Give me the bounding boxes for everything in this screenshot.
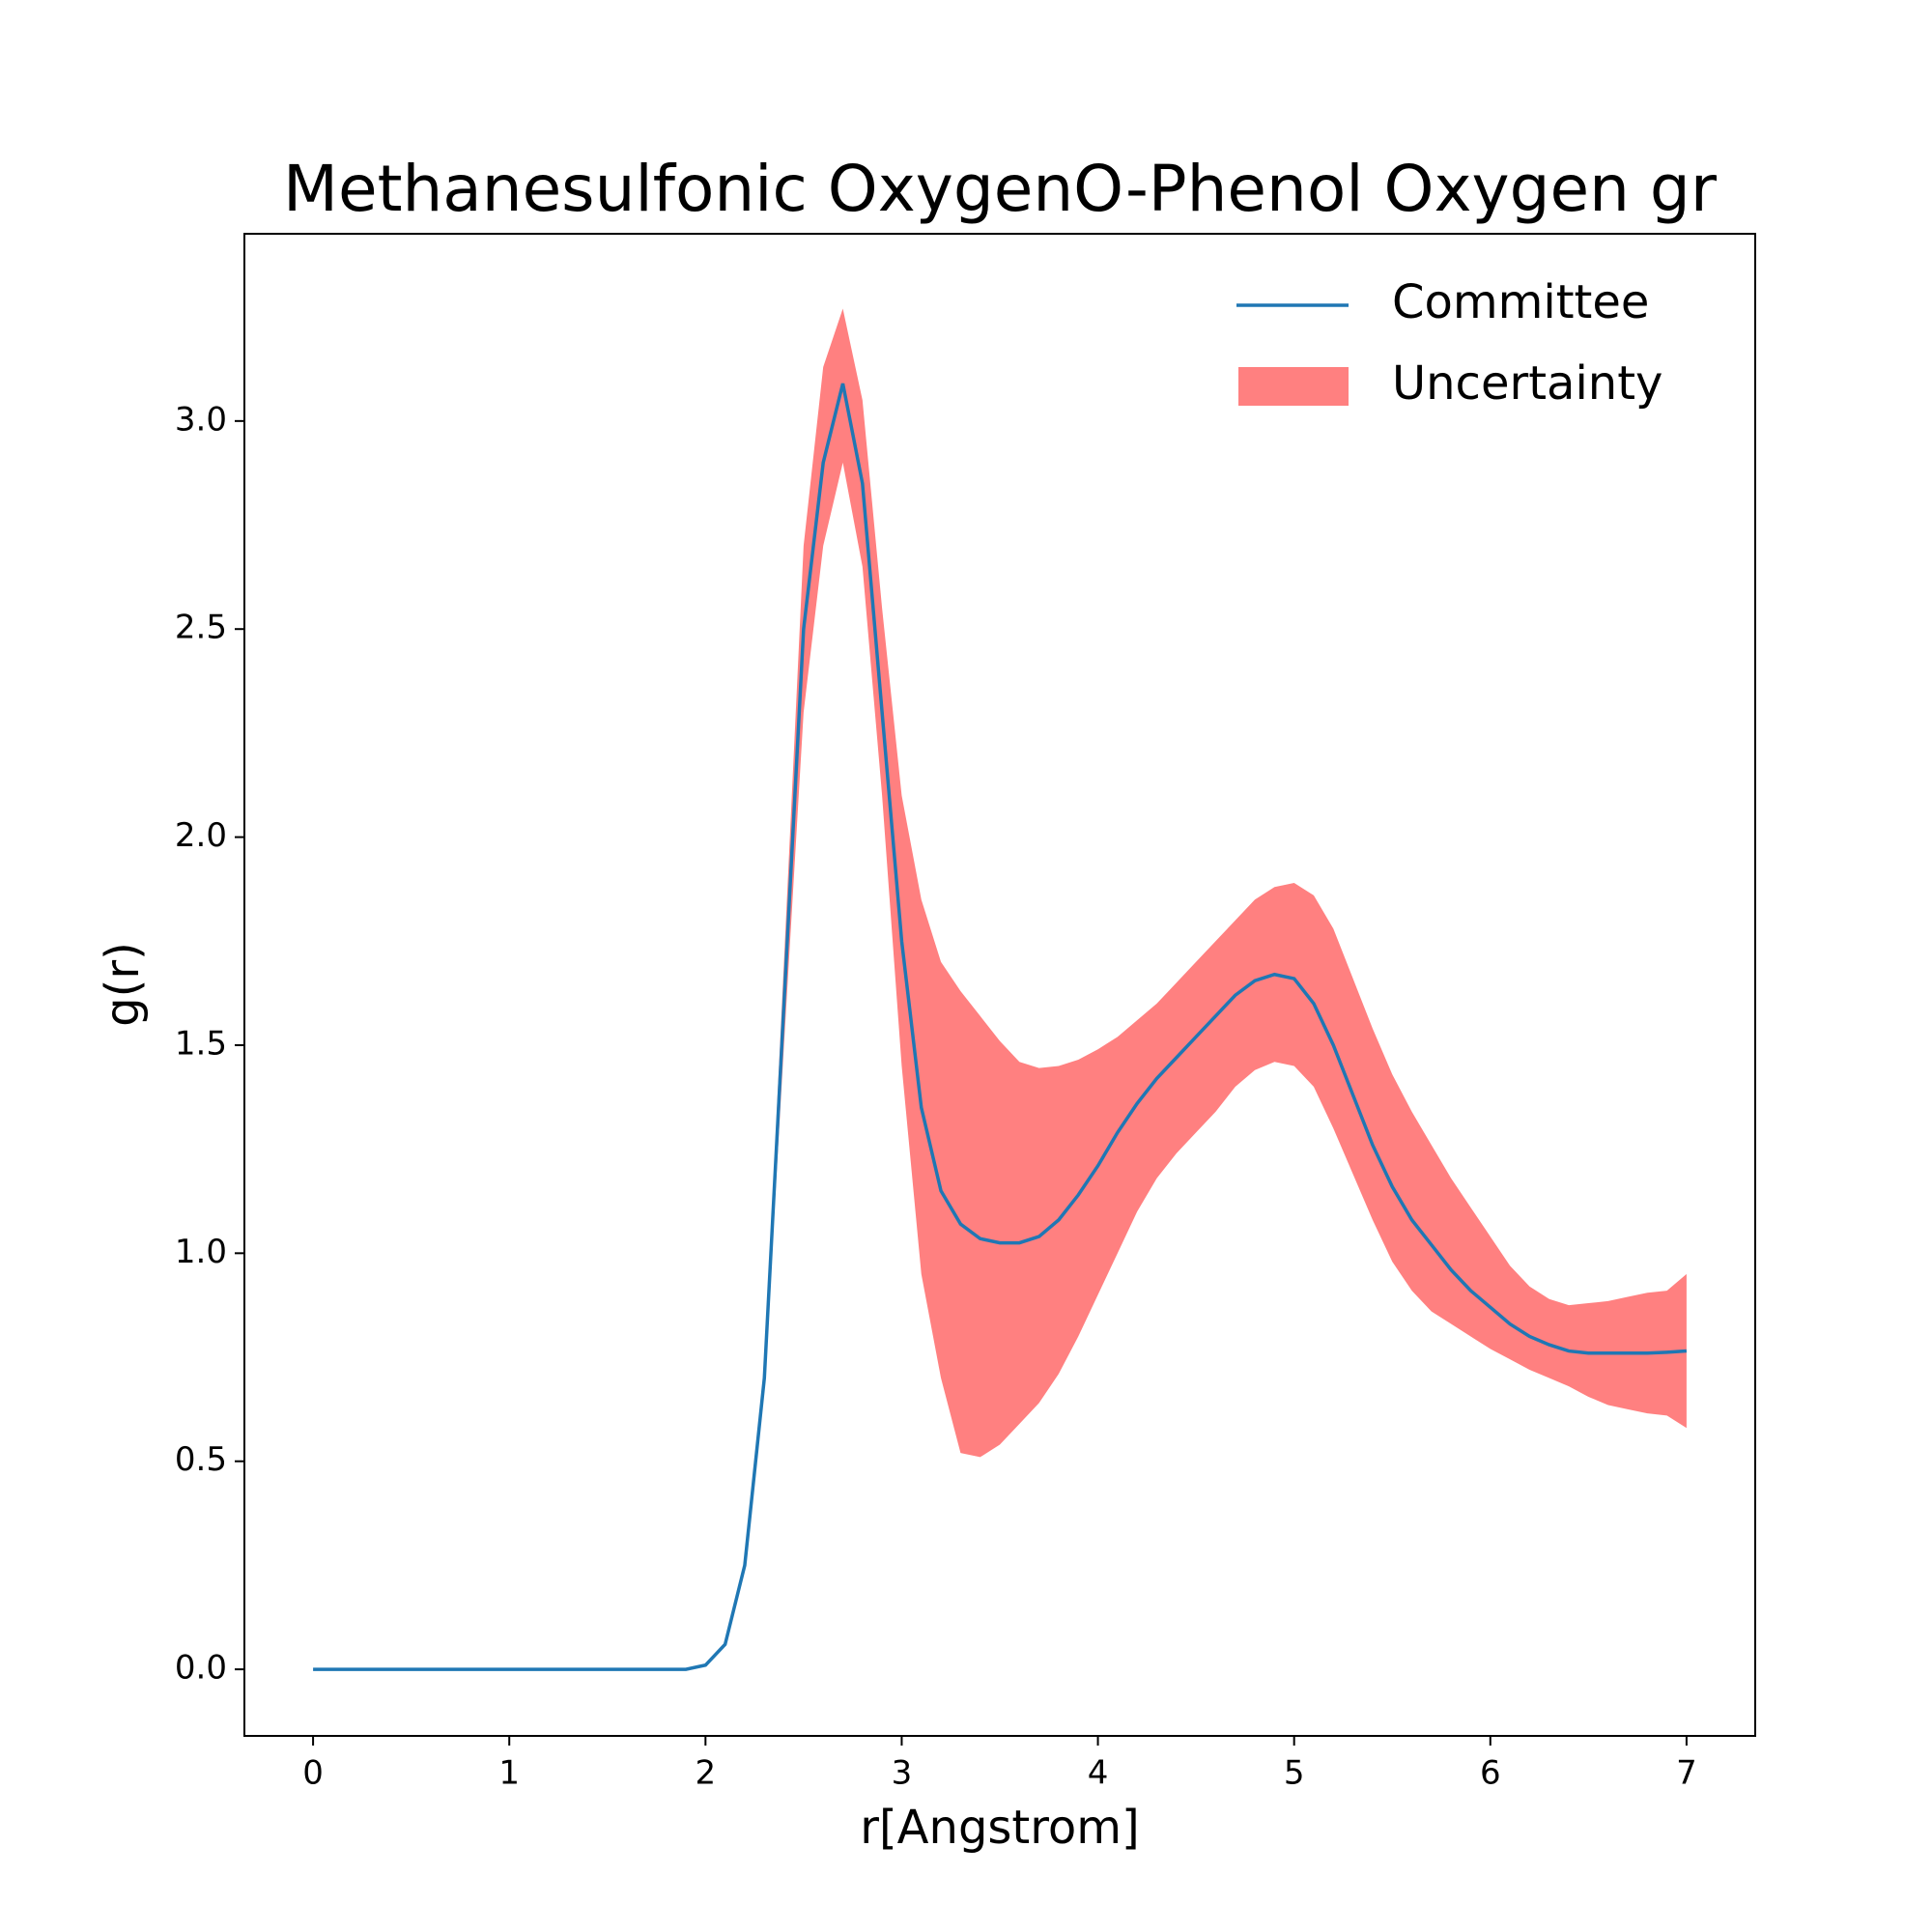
x-tick-label: 7 <box>1676 1754 1697 1793</box>
y-tick-label: 0.0 <box>175 1649 227 1688</box>
x-tick-label: 3 <box>892 1754 913 1793</box>
x-axis-label: r[Angstrom] <box>860 1801 1140 1855</box>
uncertainty-band <box>313 308 1687 1670</box>
chart-title: Methanesulfonic OxygenO-Phenol Oxygen gr <box>283 152 1718 226</box>
legend-label: Committee <box>1392 275 1649 329</box>
y-axis-label: g(r) <box>96 942 150 1027</box>
line <box>313 383 1688 1671</box>
y-tick-label: 2.5 <box>175 609 227 647</box>
x-tick-label: 0 <box>302 1754 324 1793</box>
y-tick-label: 3.0 <box>175 400 227 439</box>
y-tick-label: 2.0 <box>175 816 227 855</box>
y-tick-label: 1.5 <box>175 1024 227 1063</box>
y-tick-label: 1.0 <box>175 1233 227 1271</box>
plot-frame <box>243 233 1756 1737</box>
y-tick-label: 0.5 <box>175 1440 227 1479</box>
x-tick-label: 1 <box>498 1754 520 1793</box>
legend-label: Uncertainty <box>1392 356 1662 411</box>
x-tick-label: 2 <box>696 1754 717 1793</box>
legend-patch <box>1238 367 1349 406</box>
x-tick-label: 5 <box>1284 1754 1305 1793</box>
x-tick-label: 4 <box>1088 1754 1109 1793</box>
x-tick-label: 6 <box>1480 1754 1501 1793</box>
